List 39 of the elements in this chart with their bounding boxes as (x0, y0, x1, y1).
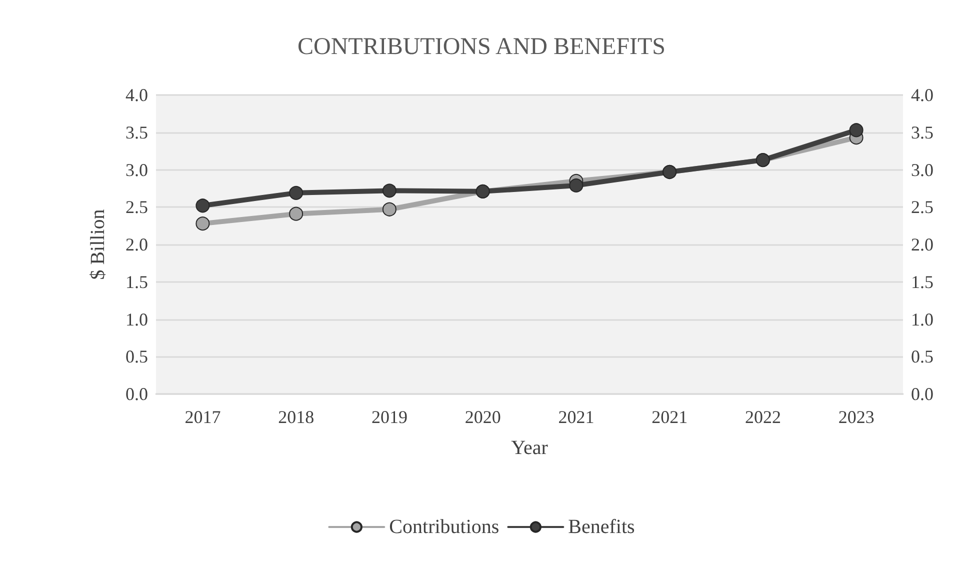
y-tick-label: 2.0 (126, 234, 148, 254)
point (196, 216, 210, 231)
x-tick-label: 2017 (184, 407, 221, 427)
y2-tick-label: 2.0 (911, 234, 934, 254)
point (289, 186, 304, 200)
y-tick-label: 0.0 (126, 384, 148, 404)
y2-tick-label: 4.0 (911, 85, 934, 105)
legend-label: Contributions (389, 516, 500, 538)
y2-tick-label: 3.5 (911, 122, 934, 142)
y-tick-label: 1.0 (126, 309, 148, 330)
y2-tick-label: 0.0 (911, 384, 934, 404)
y-tick-label: 0.5 (126, 346, 148, 367)
point (382, 202, 396, 216)
x-tick-label: 2021 (652, 407, 688, 427)
x-tick-label: 2021 (558, 407, 594, 427)
y-tick-label: 2.5 (126, 197, 148, 218)
y2-tick-label: 2.5 (911, 197, 934, 218)
chart-title: CONTRIBUTIONS AND BENEFITS (297, 34, 666, 60)
x-tick-label: 2020 (464, 407, 501, 427)
point (849, 123, 864, 138)
y2-tick-label: 1.5 (911, 272, 934, 292)
y-tick-label: 3.0 (126, 160, 148, 180)
y2-tick-label: 1.0 (911, 309, 934, 330)
point (289, 206, 304, 221)
y-axis-title: $ Billion (87, 209, 109, 280)
y2-tick-label: 0.5 (911, 346, 934, 367)
y-tick-label: 4.0 (126, 85, 148, 105)
point (382, 184, 396, 198)
x-tick-label: 2019 (371, 407, 408, 427)
point (196, 198, 210, 213)
y2-tick-label: 3.0 (911, 160, 934, 180)
x-tick-label: 2022 (744, 407, 781, 427)
x-axis-title: Year (511, 437, 548, 459)
x-tick-label: 2018 (278, 407, 314, 427)
legend-label: Benefits (568, 516, 636, 538)
x-tick-label: 2023 (838, 407, 874, 427)
y-tick-label: 3.5 (126, 122, 148, 142)
y-tick-label: 1.5 (126, 272, 148, 292)
point (569, 178, 584, 192)
